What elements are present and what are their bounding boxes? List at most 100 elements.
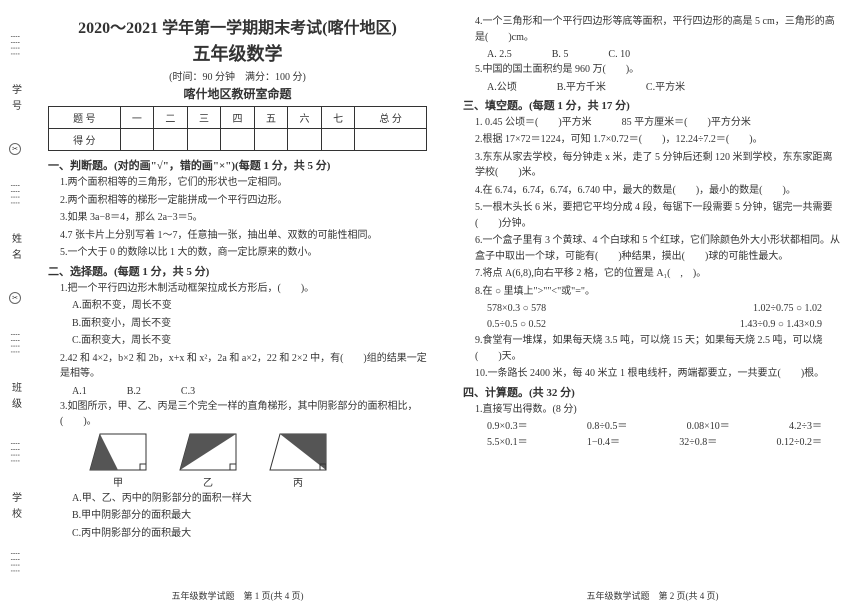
- cmp: 0.5÷0.5 ○ 0.52: [487, 317, 546, 333]
- q2-1: 1.把一个平行四边形木制活动框架拉成长方形后，( )。: [60, 281, 427, 297]
- dash: ┊┊┊┊: [11, 183, 20, 206]
- opt-c: C.平方米: [646, 80, 685, 95]
- opt-a: A.公顷: [487, 80, 517, 95]
- calc: 0.9×0.3＝: [487, 419, 528, 435]
- calc: 0.08×10＝: [687, 419, 730, 435]
- exam-subtitle: 五年级数学: [48, 40, 427, 66]
- cut-mark-icon: ✂: [9, 292, 21, 304]
- pages-container: 2020～2021 学年第一学期期末考试(喀什地区) 五年级数学 (时间：90 …: [30, 0, 860, 608]
- q3-8: 8.在 ○ 里填上">""<"或"="。: [475, 284, 842, 300]
- q1-4: 4.7 张卡片上分别写着 1～7，任意抽一张，抽出单、双数的可能性相同。: [60, 228, 427, 244]
- score-cell: [187, 129, 221, 151]
- shape-label: 丙: [268, 474, 328, 489]
- page-2-footer: 五年级数学试题 第 2 页(共 4 页): [463, 587, 842, 602]
- opt-b: B.2: [127, 384, 141, 399]
- section-1-head: 一、判断题。(对的画"√"，错的画"×")(每题 1 分，共 5 分): [48, 157, 427, 173]
- q2-3-b: B.甲中阴影部分的面积最大: [72, 508, 427, 524]
- q3-4: 4.在 6.74，6.74̇，6.7̇4̇，6.740 中，最大的数是( )，最…: [475, 183, 842, 199]
- q2-1-c: C.面积变大，周长不变: [72, 333, 427, 349]
- opt-b: B. 5: [552, 47, 569, 62]
- opt-a: A.1: [72, 384, 87, 399]
- label-school: 学校: [8, 492, 23, 524]
- cmp: 1.02÷0.75 ○ 1.02: [753, 301, 822, 317]
- q3-7: 7.将点 A(6,8),向右平移 2 格，它的位置是 A₁( , )。: [475, 266, 842, 282]
- calc: 4.2÷3＝: [789, 419, 822, 435]
- q2-3-a: A.甲、乙、丙中的阴影部分的面积一样大: [72, 491, 427, 507]
- q3-5: 5.一根木头长 6 米，要把它平均分成 4 段，每锯下一段需要 5 分钟，锯完一…: [475, 200, 842, 231]
- dash: ┊┊┊┊: [11, 551, 20, 574]
- calc: 5.5×0.1＝: [487, 435, 528, 451]
- score-head: 七: [321, 107, 355, 129]
- shape-yi: 乙: [178, 432, 238, 489]
- label-id: 学号: [8, 84, 23, 116]
- score-cell: [355, 129, 427, 151]
- score-head: 五: [254, 107, 288, 129]
- shape-jia: 甲: [88, 432, 148, 489]
- label-class: 班级: [8, 382, 23, 414]
- score-cell: [288, 129, 322, 151]
- trapezoid-bing-icon: [268, 432, 328, 474]
- opt-a: A. 2.5: [487, 47, 512, 62]
- q3-8-row2: 0.5÷0.5 ○ 0.52 1.43÷0.9 ○ 1.43×0.9: [487, 317, 842, 333]
- dash: ┊┊┊┊: [11, 34, 20, 57]
- calc: 0.8÷0.5＝: [587, 419, 628, 435]
- q3-6: 6.一个盒子里有 3 个黄球、4 个白球和 5 个红球，它们除颜色外大小形状都相…: [475, 233, 842, 264]
- trapezoid-yi-icon: [178, 432, 238, 474]
- score-head: 总 分: [355, 107, 427, 129]
- score-head: 三: [187, 107, 221, 129]
- q2-1-b: B.面积变小，周长不变: [72, 316, 427, 332]
- cmp: 1.43÷0.9 ○ 1.43×0.9: [740, 317, 822, 333]
- dash: ┊┊┊┊: [11, 441, 20, 464]
- q3-3: 3.东东从家去学校，每分钟走 x 米，走了 5 分钟后还剩 120 米到学校，东…: [475, 150, 842, 181]
- q2-2-opts: A.1 B.2 C.3: [72, 384, 427, 399]
- q2-5-opts: A.公顷 B.平方千米 C.平方米: [487, 80, 842, 95]
- opt-c: C.3: [181, 384, 195, 399]
- score-cell: [221, 129, 255, 151]
- dash: ┊┊┊┊: [11, 332, 20, 355]
- q2-3-c: C.丙中阴影部分的面积最大: [72, 526, 427, 542]
- score-head: 题 号: [49, 107, 121, 129]
- q2-4: 4.一个三角形和一个平行四边形等底等面积，平行四边形的高是 5 cm，三角形的高…: [475, 14, 842, 45]
- score-cell: [120, 129, 154, 151]
- q1-5: 5.一个大于 0 的数除以比 1 大的数，商一定比原来的数小。: [60, 245, 427, 261]
- calc: 0.12÷0.2＝: [776, 435, 822, 451]
- page-1: 2020～2021 学年第一学期期末考试(喀什地区) 五年级数学 (时间：90 …: [30, 0, 445, 608]
- opt-b: B.平方千米: [557, 80, 606, 95]
- cut-mark-icon: ✂: [9, 143, 21, 155]
- exam-author: 喀什地区教研室命题: [48, 85, 427, 102]
- score-head: 一: [120, 107, 154, 129]
- cmp: 578×0.3 ○ 578: [487, 301, 546, 317]
- opt-c: C. 10: [608, 47, 630, 62]
- trapezoid-shapes: 甲 乙 丙: [88, 432, 427, 489]
- calc-row-1: 0.9×0.3＝ 0.8÷0.5＝ 0.08×10＝ 4.2÷3＝: [487, 419, 842, 435]
- score-cell: [154, 129, 188, 151]
- score-head: 四: [221, 107, 255, 129]
- q3-8-row1: 578×0.3 ○ 578 1.02÷0.75 ○ 1.02: [487, 301, 842, 317]
- q1-2: 2.两个面积相等的梯形一定能拼成一个平行四边形。: [60, 193, 427, 209]
- score-cell: [321, 129, 355, 151]
- shape-bing: 丙: [268, 432, 328, 489]
- trapezoid-jia-icon: [88, 432, 148, 474]
- shape-label: 乙: [178, 474, 238, 489]
- score-table: 题 号 一 二 三 四 五 六 七 总 分 得 分: [48, 106, 427, 151]
- binding-sidebar: ┊┊┊┊ 学号 ✂ ┊┊┊┊ 姓名 ✂ ┊┊┊┊ 班级 ┊┊┊┊ 学校 ┊┊┊┊: [0, 0, 30, 608]
- score-cell: [254, 129, 288, 151]
- score-head: 二: [154, 107, 188, 129]
- q3-9: 9.食堂有一堆煤，如果每天烧 3.5 吨，可以烧 15 天；如果每天烧 2.5 …: [475, 333, 842, 364]
- q2-4-opts: A. 2.5 B. 5 C. 10: [487, 47, 842, 62]
- exam-title: 2020～2021 学年第一学期期末考试(喀什地区): [48, 14, 427, 38]
- exam-meta: (时间：90 分钟 满分：100 分): [48, 68, 427, 83]
- section-3-head: 三、填空题。(每题 1 分，共 17 分): [463, 97, 842, 113]
- score-head: 六: [288, 107, 322, 129]
- score-row-label: 得 分: [49, 129, 121, 151]
- section-2-head: 二、选择题。(每题 1 分，共 5 分): [48, 263, 427, 279]
- page-1-footer: 五年级数学试题 第 1 页(共 4 页): [48, 587, 427, 602]
- q2-2: 2.42 和 4×2，b×2 和 2b，x+x 和 x²，2a 和 a×2，22…: [60, 351, 427, 382]
- calc: 32÷0.8＝: [679, 435, 717, 451]
- calc: 1−0.4＝: [587, 435, 620, 451]
- label-name: 姓名: [8, 233, 23, 265]
- shape-label: 甲: [88, 474, 148, 489]
- q3-2: 2.根据 17×72＝1224，可知 1.7×0.72＝( )，12.24÷7.…: [475, 132, 842, 148]
- q1-3: 3.如果 3a−8＝4，那么 2a−3＝5。: [60, 210, 427, 226]
- q3-1: 1. 0.45 公顷＝( )平方米 85 平方厘米＝( )平方分米: [475, 115, 842, 131]
